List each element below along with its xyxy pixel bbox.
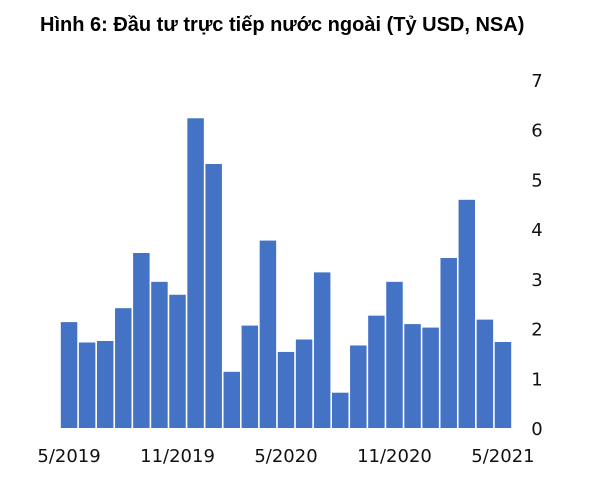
x-axis-ticks: 5/2019 11/2019 5/2020 11/2020 5/2021: [37, 446, 534, 467]
bar-9/2020: [350, 345, 367, 428]
y-tick-label: 4: [531, 220, 542, 241]
bar-6/2020: [295, 339, 313, 428]
bar-12/2020: [404, 324, 421, 428]
y-tick-label: 2: [531, 320, 542, 341]
y-tick-label: 1: [531, 369, 542, 390]
bar-3/2021: [458, 199, 476, 428]
bar-5/2021: [494, 341, 512, 428]
y-axis-ticks: 0 1 2 3 4 5 6 7: [531, 71, 542, 440]
chart-title: Hình 6: Đầu tư trực tiếp nước ngoài (Tỷ …: [40, 14, 525, 36]
bar-3/2020: [241, 325, 259, 428]
bar-4/2020: [259, 240, 277, 428]
y-tick-label: 5: [531, 170, 542, 191]
bar-2/2020: [223, 371, 240, 428]
x-tick-label: 11/2019: [140, 446, 215, 467]
bar-10/2019: [151, 281, 168, 428]
x-tick-label: 11/2020: [357, 446, 432, 467]
bar-7/2020: [313, 272, 331, 428]
bar-5/2020: [277, 351, 295, 428]
x-tick-label: 5/2019: [37, 446, 100, 467]
bar-6/2019: [78, 342, 96, 428]
y-tick-label: 6: [531, 121, 542, 142]
bar-1/2020: [205, 164, 222, 428]
bar-11/2019: [169, 294, 186, 428]
x-tick-label: 5/2021: [471, 446, 534, 467]
bar-7/2019: [96, 341, 114, 428]
y-tick-label: 3: [531, 270, 542, 291]
bar-11/2020: [386, 281, 403, 428]
bar-1/2021: [422, 327, 439, 428]
bar-12/2019: [187, 118, 204, 428]
bar-2/2021: [440, 257, 457, 428]
bar-8/2020: [332, 392, 349, 428]
bars-group: [60, 118, 512, 428]
y-tick-label: 0: [531, 419, 542, 440]
bar-5/2019: [60, 322, 78, 428]
bar-8/2019: [115, 308, 132, 428]
x-tick-label: 5/2020: [254, 446, 317, 467]
bar-4/2021: [476, 319, 494, 428]
y-tick-label: 7: [531, 71, 542, 92]
bar-10/2020: [368, 315, 385, 428]
bar-9/2019: [133, 253, 150, 428]
